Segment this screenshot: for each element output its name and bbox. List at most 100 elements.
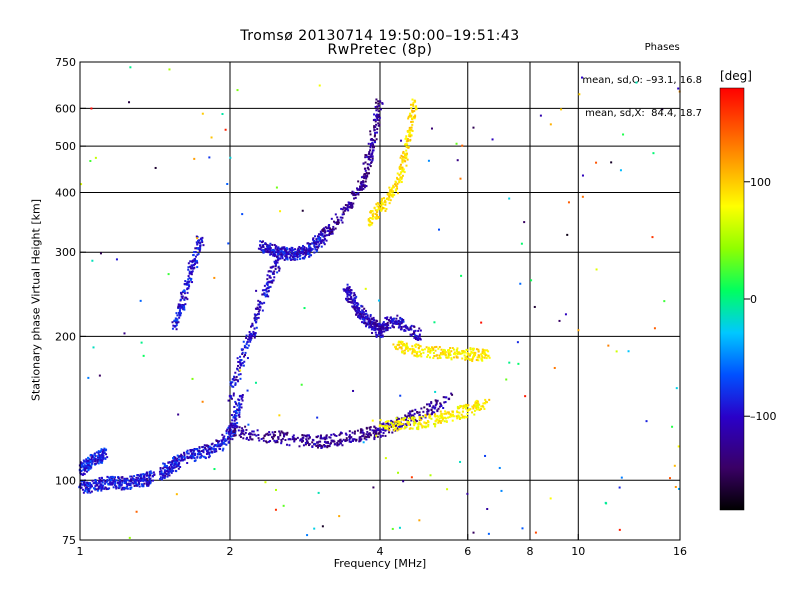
data-point — [409, 333, 412, 336]
data-point — [416, 338, 419, 341]
noise-point — [306, 534, 309, 537]
data-point — [461, 415, 464, 418]
data-point — [193, 251, 196, 254]
data-point — [355, 295, 358, 298]
data-point — [345, 291, 348, 294]
data-point — [365, 316, 368, 319]
data-point — [237, 398, 240, 401]
data-point — [103, 451, 106, 455]
data-point — [333, 434, 336, 437]
data-point — [165, 470, 168, 473]
noise-point — [128, 101, 131, 104]
data-point — [390, 321, 393, 324]
data-point — [180, 459, 183, 462]
data-point — [102, 454, 105, 457]
data-point — [330, 433, 333, 436]
data-point — [228, 427, 232, 431]
data-point — [253, 433, 256, 436]
data-point — [230, 414, 233, 417]
data-point — [85, 462, 88, 465]
data-point — [382, 327, 385, 330]
data-point — [370, 322, 373, 325]
data-point — [424, 416, 427, 419]
data-point — [251, 438, 254, 441]
data-point — [425, 413, 428, 416]
data-point — [147, 483, 150, 486]
data-point — [236, 379, 239, 382]
data-point — [192, 451, 195, 454]
noise-point — [480, 321, 483, 324]
data-point — [170, 465, 173, 468]
data-point — [381, 206, 384, 209]
data-point — [328, 445, 331, 448]
data-point — [342, 213, 345, 216]
data-point — [461, 416, 464, 419]
data-point — [478, 409, 481, 412]
data-point — [388, 425, 391, 428]
data-point — [397, 417, 400, 420]
data-point — [190, 267, 193, 270]
noise-point — [175, 493, 178, 496]
noise-point — [135, 510, 138, 513]
data-point — [138, 485, 141, 488]
data-point — [301, 434, 304, 437]
data-point — [318, 440, 321, 443]
data-point — [82, 462, 85, 465]
data-point — [187, 280, 190, 284]
data-point — [381, 208, 384, 211]
data-point — [252, 332, 255, 335]
data-point — [375, 430, 378, 433]
data-point — [398, 181, 401, 184]
data-point — [286, 248, 289, 251]
noise-point — [89, 159, 92, 162]
data-point — [426, 410, 429, 413]
data-point — [246, 346, 249, 349]
data-points — [78, 66, 681, 539]
data-point — [88, 466, 91, 469]
data-point — [364, 309, 367, 312]
data-point — [124, 480, 127, 483]
data-point — [372, 139, 375, 142]
data-point — [234, 434, 237, 437]
data-point — [99, 480, 102, 483]
data-point — [375, 213, 378, 216]
data-point — [413, 424, 416, 427]
data-point — [237, 429, 240, 432]
data-point — [266, 274, 269, 277]
data-point — [208, 453, 211, 456]
data-point — [413, 412, 416, 415]
data-point — [230, 382, 233, 385]
data-point — [434, 406, 437, 409]
data-point — [95, 483, 98, 486]
noise-point — [371, 419, 374, 422]
data-point — [355, 306, 359, 309]
noise-point — [516, 341, 519, 344]
data-point — [265, 243, 268, 246]
data-point — [390, 422, 393, 425]
data-point — [267, 295, 270, 298]
data-point — [374, 134, 377, 137]
data-point — [354, 194, 357, 197]
data-point — [260, 302, 263, 305]
data-point — [374, 427, 377, 430]
data-point — [106, 480, 109, 483]
data-point — [411, 410, 414, 413]
data-point — [312, 237, 315, 240]
data-point — [352, 192, 355, 195]
data-point — [387, 193, 390, 196]
data-point — [217, 444, 221, 448]
data-point — [233, 410, 236, 413]
data-point — [445, 396, 448, 399]
data-point — [387, 324, 390, 327]
data-point — [145, 477, 148, 480]
data-point — [308, 443, 311, 446]
data-point — [233, 429, 236, 432]
data-point — [332, 439, 335, 442]
data-point — [186, 298, 189, 301]
data-point — [459, 416, 462, 419]
data-point — [401, 424, 404, 427]
data-point — [478, 354, 481, 357]
noise-point — [99, 252, 102, 255]
data-point — [347, 201, 350, 204]
data-point — [196, 261, 199, 264]
